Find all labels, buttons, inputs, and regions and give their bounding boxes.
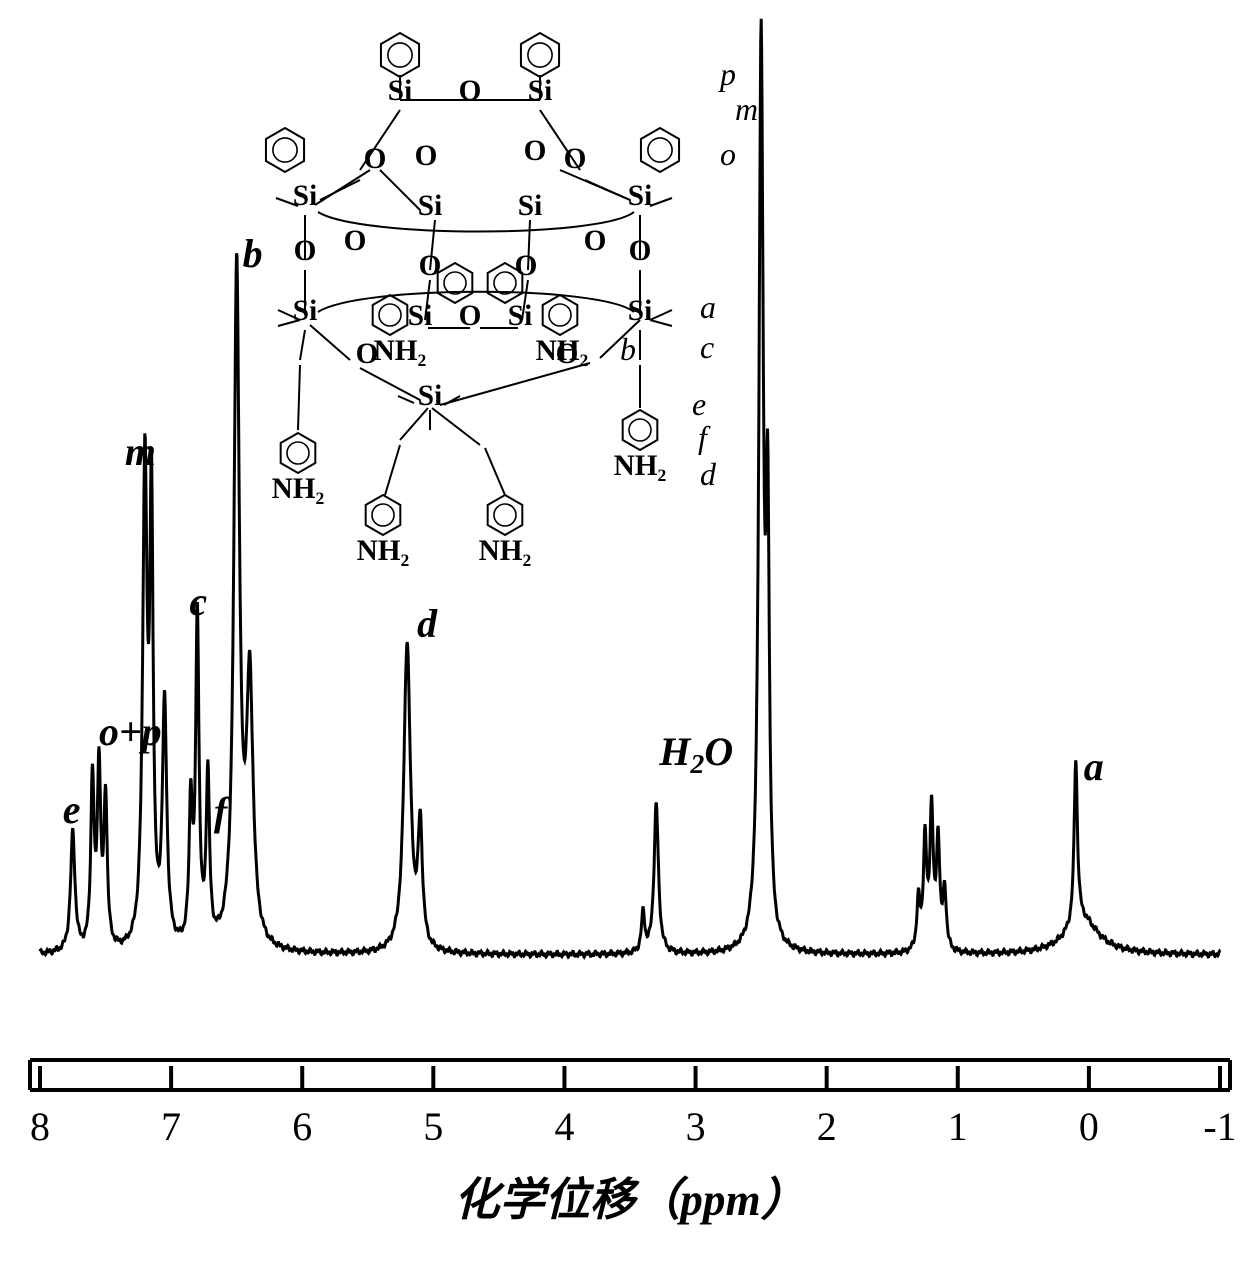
figure-container: { "figure": { "width_px": 1240, "height_… <box>0 0 1240 1282</box>
atom-label: Si <box>418 190 442 222</box>
atom-label: O <box>415 140 438 172</box>
peak-label-c_2: c <box>189 579 207 624</box>
atom-label: O <box>419 250 442 282</box>
phenyl-ring <box>623 410 658 450</box>
atom-label: NH₂ <box>374 335 427 367</box>
bond <box>360 368 420 400</box>
peak-label-d: d <box>417 601 438 646</box>
x-tick-label: 4 <box>554 1104 574 1149</box>
structure-side-label: m <box>735 92 758 127</box>
structure-side-label: o <box>720 137 736 172</box>
peak-label-a: a <box>1084 744 1104 789</box>
phenyl-ring-aromatic <box>388 43 412 67</box>
bond <box>400 408 428 440</box>
bond <box>650 320 672 326</box>
peak-label-o+p_2: o+p <box>99 709 162 754</box>
peak-label-b: b <box>243 231 263 276</box>
atom-label: Si <box>628 295 652 327</box>
bond <box>650 310 672 320</box>
bond <box>485 448 505 495</box>
phenyl-ring <box>488 495 523 535</box>
atom-label: Si <box>388 75 412 107</box>
bond <box>315 170 370 205</box>
phenyl-ring-aromatic <box>372 504 394 526</box>
atom-label: NH₂ <box>479 535 532 567</box>
atom-label: Si <box>628 180 652 212</box>
x-tick-label: 2 <box>817 1104 837 1149</box>
phenyl-ring-aromatic <box>379 304 401 326</box>
phenyl-ring-aromatic <box>648 138 672 162</box>
nmr-figure-svg: eo+pmcfbdH2ODMSOa876543210-1化学位移（ppm）SiO… <box>0 0 1240 1282</box>
phenyl-ring-aromatic <box>494 504 516 526</box>
atom-label: Si <box>518 190 542 222</box>
inset-structure: SiOSiSiSiOOOSiOSiOOOOSiSiOSiSiOOOSiONH₂N… <box>266 33 758 567</box>
x-tick-label: -1 <box>1203 1104 1236 1149</box>
phenyl-ring <box>381 33 419 77</box>
x-tick-label: 1 <box>948 1104 968 1149</box>
phenyl-ring-aromatic <box>273 138 297 162</box>
atom-label: O <box>364 143 387 175</box>
peak-label-m_1: m <box>125 429 156 474</box>
phenyl-ring <box>366 495 401 535</box>
x-tick-label: 8 <box>30 1104 50 1149</box>
peak-label-H2O_lbl: H2O <box>658 729 733 780</box>
phenyl-ring <box>521 33 559 77</box>
bond <box>298 365 300 430</box>
phenyl-ring-aromatic <box>287 442 309 464</box>
atom-label: Si <box>293 295 317 327</box>
bond <box>650 198 672 206</box>
atom-label: Si <box>528 75 552 107</box>
atom-label: Si <box>418 380 442 412</box>
atom-label: Si <box>408 300 432 332</box>
bond <box>310 325 350 360</box>
x-tick-label: 3 <box>686 1104 706 1149</box>
bond <box>385 445 400 495</box>
x-tick-label: 0 <box>1079 1104 1099 1149</box>
atom-label: O <box>564 143 587 175</box>
bond <box>398 396 414 403</box>
structure-side-label: c <box>700 330 714 365</box>
atom-label: O <box>459 75 482 107</box>
atom-label: O <box>459 300 482 332</box>
atom-label: NH₂ <box>614 450 667 482</box>
structure-side-label: a <box>700 290 716 325</box>
atom-label: O <box>344 225 367 257</box>
atom-label: O <box>294 235 317 267</box>
phenyl-ring-aromatic <box>528 43 552 67</box>
structure-side-label: b <box>620 332 636 367</box>
atom-label: NH₂ <box>536 335 589 367</box>
atom-label: Si <box>508 300 532 332</box>
atom-label: NH₂ <box>272 473 325 505</box>
svg-text:H2O: H2O <box>658 729 733 780</box>
x-tick-label: 7 <box>161 1104 181 1149</box>
atom-label: Si <box>293 180 317 212</box>
structure-side-label: d <box>700 457 717 492</box>
structure-side-label: e <box>692 387 706 422</box>
phenyl-ring-aromatic <box>494 272 516 294</box>
phenyl-ring <box>266 128 304 172</box>
atom-label: O <box>515 250 538 282</box>
x-tick-label: 5 <box>423 1104 443 1149</box>
phenyl-ring-aromatic <box>549 304 571 326</box>
bond <box>300 330 305 360</box>
peak-label-e: e <box>63 787 81 832</box>
x-tick-label: 6 <box>292 1104 312 1149</box>
structure-side-label: f <box>698 420 711 455</box>
atom-label: O <box>584 225 607 257</box>
phenyl-ring <box>281 433 316 473</box>
phenyl-ring <box>543 295 578 335</box>
x-axis-label: 化学位移（ppm） <box>454 1175 806 1225</box>
phenyl-ring-aromatic <box>444 272 466 294</box>
bond <box>380 170 420 210</box>
phenyl-ring <box>373 295 408 335</box>
phenyl-ring <box>438 263 473 303</box>
atom-label: O <box>629 235 652 267</box>
structure-side-label: p <box>718 57 736 92</box>
phenyl-ring <box>641 128 679 172</box>
bond <box>432 408 480 445</box>
atom-label: O <box>524 135 547 167</box>
phenyl-ring-aromatic <box>629 419 651 441</box>
atom-label: NH₂ <box>357 535 410 567</box>
